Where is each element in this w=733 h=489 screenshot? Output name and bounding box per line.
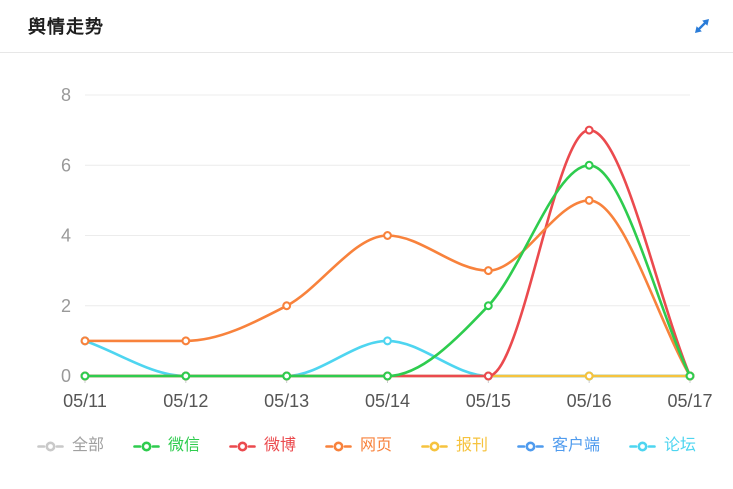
x-axis-label: 05/13	[264, 391, 309, 411]
series-marker-press[interactable]	[584, 371, 594, 381]
legend-item-forum[interactable]: 论坛	[629, 438, 696, 454]
legend-label: 网页	[359, 437, 392, 454]
x-axis-label: 05/11	[63, 391, 107, 411]
series-marker-wechat[interactable]	[181, 371, 191, 381]
legend-label: 全部	[71, 437, 104, 454]
series-marker-weibo[interactable]	[584, 125, 594, 135]
series-marker-webpage[interactable]	[80, 336, 90, 346]
legend-label: 客户端	[552, 437, 601, 454]
series-marker-webpage[interactable]	[383, 231, 392, 240]
y-axis-label: 0	[61, 366, 71, 386]
legend-line-icon	[517, 440, 544, 452]
y-axis-label: 4	[61, 226, 71, 246]
legend-line-icon	[421, 440, 448, 452]
legend-label: 微博	[263, 437, 296, 454]
legend-line-icon	[37, 440, 64, 452]
series-marker-wechat[interactable]	[584, 160, 594, 170]
series-marker-wechat[interactable]	[483, 301, 493, 311]
series-marker-wechat[interactable]	[383, 371, 392, 381]
y-axis-label: 8	[61, 85, 71, 105]
legend-line-icon	[629, 440, 656, 452]
legend-item-all[interactable]: 全部	[37, 438, 104, 454]
series-line-wechat[interactable]	[83, 164, 692, 378]
chart-legend: 全部 微信 微博 网页 报刊 客户端 论坛	[0, 431, 733, 461]
panel-header: 舆情走势	[0, 0, 733, 53]
legend-item-client[interactable]: 客户端	[517, 438, 600, 454]
y-axis-label: 2	[61, 296, 71, 316]
legend-item-press[interactable]: 报刊	[421, 438, 488, 454]
x-axis-label: 05/17	[667, 391, 712, 411]
series-line-forum[interactable]	[83, 339, 692, 378]
series-marker-wechat[interactable]	[282, 371, 292, 381]
x-axis-label: 05/14	[365, 391, 410, 411]
x-axis-label: 05/12	[163, 391, 208, 411]
legend-item-weibo[interactable]: 微博	[229, 438, 296, 454]
series-marker-weibo[interactable]	[483, 371, 493, 381]
x-axis-label: 05/16	[567, 391, 612, 411]
page-title: 舆情走势	[28, 17, 104, 37]
series-marker-webpage[interactable]	[282, 301, 292, 311]
series-marker-wechat[interactable]	[80, 371, 90, 381]
expand-icon[interactable]	[689, 13, 715, 39]
legend-item-webpage[interactable]: 网页	[325, 438, 392, 454]
legend-label: 论坛	[664, 437, 697, 454]
legend-line-icon	[133, 440, 160, 452]
legend-line-icon	[229, 440, 256, 452]
legend-item-wechat[interactable]: 微信	[133, 438, 200, 454]
legend-line-icon	[325, 440, 352, 452]
trend-chart[interactable]: 0 2 4 6 8 05/11 05/12 05/13 05/14 05/15 05/16 05/17	[0, 53, 733, 418]
series-marker-webpage[interactable]	[483, 266, 493, 276]
series-marker-webpage[interactable]	[181, 336, 191, 346]
legend-label: 微信	[167, 437, 200, 454]
series-marker-webpage[interactable]	[584, 195, 594, 205]
y-axis-label: 6	[61, 155, 71, 175]
series-line-webpage[interactable]	[83, 199, 692, 378]
series-marker-forum[interactable]	[383, 336, 392, 346]
series-marker-wechat[interactable]	[685, 371, 695, 381]
x-axis-label: 05/15	[466, 391, 511, 411]
legend-label: 报刊	[456, 437, 489, 454]
